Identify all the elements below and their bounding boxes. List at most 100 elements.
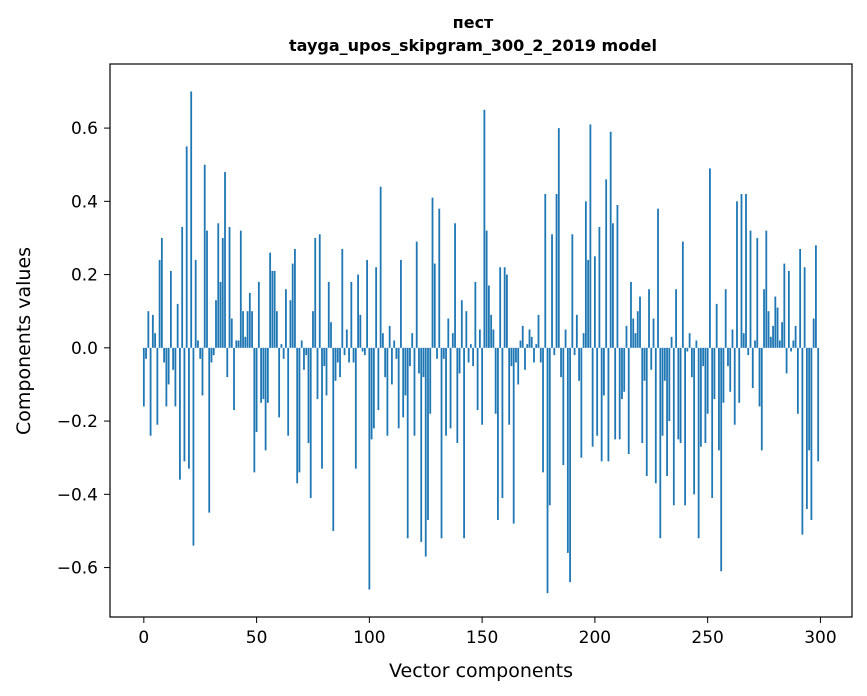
bar — [212, 347, 215, 356]
bar — [690, 347, 693, 378]
bar — [510, 347, 513, 367]
bar — [569, 347, 571, 583]
bar — [192, 347, 195, 546]
bar — [316, 347, 319, 400]
bar — [154, 333, 156, 348]
bar — [580, 347, 583, 458]
bar — [546, 347, 549, 594]
bar — [603, 347, 605, 396]
bar — [578, 347, 580, 381]
bar — [363, 347, 366, 356]
bar — [418, 347, 420, 374]
bar — [794, 325, 797, 348]
y-axis-label: Components values — [13, 247, 35, 435]
bar — [199, 347, 202, 359]
bar — [469, 344, 472, 348]
bar — [230, 318, 233, 348]
bar — [632, 318, 635, 348]
bar — [237, 340, 240, 348]
bar — [733, 347, 736, 425]
bars-group — [142, 91, 820, 594]
bar — [763, 289, 765, 348]
bar — [294, 248, 296, 348]
bar — [368, 347, 371, 590]
bar — [388, 325, 391, 348]
bar — [420, 347, 423, 542]
bar — [747, 347, 750, 356]
bar — [451, 333, 454, 348]
bar — [271, 270, 274, 348]
bar — [790, 347, 792, 352]
bar — [485, 230, 488, 348]
bar — [188, 347, 190, 469]
bar — [596, 347, 599, 436]
bar — [145, 347, 147, 359]
bar — [796, 347, 799, 414]
bar — [774, 296, 777, 348]
bar — [738, 347, 741, 403]
bar — [345, 329, 348, 348]
bar — [460, 300, 463, 348]
bar — [185, 146, 188, 348]
bar — [206, 230, 208, 348]
bar — [745, 194, 747, 348]
bar — [415, 241, 418, 348]
bar — [445, 347, 447, 436]
bar — [492, 329, 495, 348]
chart-title-line-1: пест — [453, 13, 494, 32]
bar — [372, 347, 375, 429]
bar — [663, 347, 666, 381]
bar — [160, 237, 163, 348]
bar — [772, 325, 774, 348]
bar — [174, 347, 177, 407]
bar — [815, 245, 817, 348]
bar — [812, 318, 815, 348]
bar — [612, 223, 614, 348]
bar — [699, 347, 702, 447]
bar — [260, 347, 262, 403]
bar — [181, 226, 184, 348]
bar — [194, 259, 197, 348]
bar — [246, 311, 249, 348]
bar — [251, 311, 253, 348]
bar — [321, 347, 323, 469]
bar — [474, 281, 477, 348]
bar — [533, 347, 535, 363]
chart-title-line-2: tayga_upos_skipgram_300_2_2019 model — [289, 36, 657, 55]
bar — [729, 347, 732, 392]
bar — [801, 347, 804, 535]
bar — [618, 347, 621, 440]
bar — [442, 347, 445, 359]
bar — [309, 347, 312, 498]
bar — [785, 347, 788, 374]
bar — [582, 333, 585, 348]
bar — [395, 347, 398, 359]
bar — [487, 285, 490, 348]
bar — [190, 91, 193, 348]
x-tick-label: 150 — [466, 628, 498, 648]
bar — [697, 347, 700, 539]
bar — [384, 347, 387, 378]
bar — [325, 347, 328, 396]
bar — [197, 340, 199, 348]
bar — [571, 234, 574, 348]
bar — [280, 344, 283, 348]
bar — [235, 340, 238, 348]
bar — [172, 347, 175, 370]
y-tick-label: −0.6 — [57, 559, 98, 579]
y-tick-label: 0.6 — [71, 119, 98, 139]
bar — [208, 347, 211, 513]
bar — [598, 226, 601, 348]
bar — [454, 223, 456, 348]
bar — [724, 289, 727, 348]
bar — [751, 347, 754, 389]
bar — [524, 347, 526, 370]
y-tick-label: −0.2 — [57, 412, 98, 432]
bar — [221, 237, 224, 348]
bar — [481, 347, 484, 425]
bar — [544, 194, 547, 348]
bar — [327, 281, 330, 348]
bar — [720, 347, 723, 572]
bar — [158, 259, 161, 348]
bar — [467, 347, 470, 363]
